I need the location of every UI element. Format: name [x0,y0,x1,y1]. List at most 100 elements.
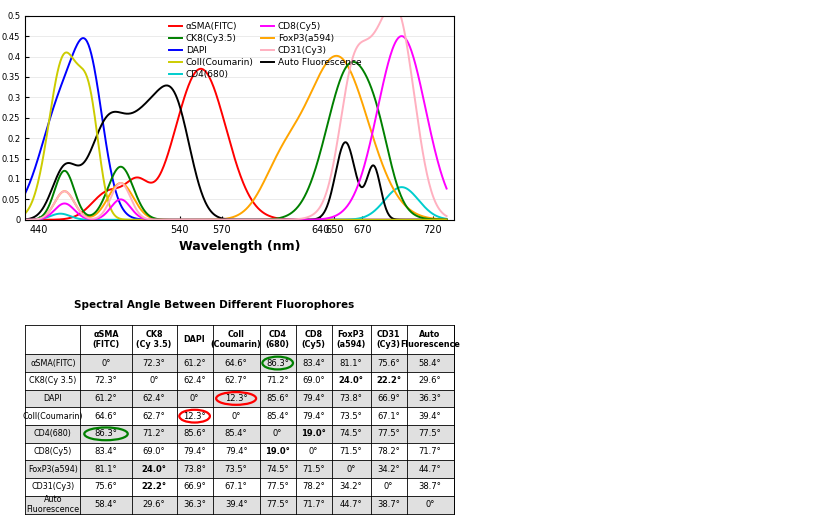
Text: 75.6°: 75.6° [377,358,400,367]
Text: 29.6°: 29.6° [419,376,441,385]
Text: 71.2°: 71.2° [143,429,165,439]
Text: αSMA
(FITC): αSMA (FITC) [92,330,119,350]
Text: 22.2°: 22.2° [141,483,166,492]
Text: 0°: 0° [232,412,241,421]
Text: 85.6°: 85.6° [266,394,289,403]
Text: 71.5°: 71.5° [302,465,325,474]
Text: 39.4°: 39.4° [419,412,441,421]
Text: 19.0°: 19.0° [265,447,290,456]
Legend: αSMA(FITC), CK8(Cy3.5), DAPI, Coll(Coumarin), CD4(680), CD8(Cy5), FoxP3(a594), C: αSMA(FITC), CK8(Cy3.5), DAPI, Coll(Couma… [165,18,365,83]
Text: Auto
Fluorescence: Auto Fluorescence [26,495,80,515]
Text: 44.7°: 44.7° [419,465,441,474]
Text: 81.1°: 81.1° [95,465,118,474]
Text: Auto
Fluorescence: Auto Fluorescence [400,330,460,350]
Text: CK8(Cy 3.5): CK8(Cy 3.5) [29,376,76,385]
Text: CD31(Cy3): CD31(Cy3) [31,483,75,492]
Text: 0°: 0° [102,358,111,367]
Text: 67.1°: 67.1° [225,483,248,492]
Text: 36.3°: 36.3° [418,394,442,403]
Text: 79.4°: 79.4° [302,412,325,421]
Text: 77.5°: 77.5° [266,500,289,509]
Text: 61.2°: 61.2° [183,358,206,367]
Text: 34.2°: 34.2° [377,465,400,474]
Bar [25,390,454,407]
Text: 77.5°: 77.5° [266,483,289,492]
Text: 83.4°: 83.4° [302,358,325,367]
Text: 78.2°: 78.2° [377,447,400,456]
Bar [25,425,454,443]
Text: 85.6°: 85.6° [183,429,206,439]
Text: 0°: 0° [273,429,282,439]
Text: 67.1°: 67.1° [377,412,400,421]
Text: 73.8°: 73.8° [183,465,206,474]
Text: 38.7°: 38.7° [377,500,400,509]
Text: 69.0°: 69.0° [143,447,165,456]
Text: 64.6°: 64.6° [225,358,248,367]
Text: 62.7°: 62.7° [143,412,165,421]
Bar [25,354,454,372]
Text: 77.5°: 77.5° [377,429,400,439]
Text: DAPI: DAPI [184,335,206,344]
Text: 75.6°: 75.6° [95,483,118,492]
Text: 0°: 0° [346,465,356,474]
Text: 83.4°: 83.4° [95,447,118,456]
Text: 72.3°: 72.3° [143,358,165,367]
Bar [25,496,454,514]
Text: 66.9°: 66.9° [183,483,206,492]
Text: 24.0°: 24.0° [142,465,166,474]
Text: 58.4°: 58.4° [95,500,118,509]
Text: 85.4°: 85.4° [225,429,248,439]
Text: 77.5°: 77.5° [418,429,442,439]
Text: 44.7°: 44.7° [340,500,362,509]
Text: 0°: 0° [384,483,393,492]
Text: CK8
(Cy 3.5): CK8 (Cy 3.5) [136,330,171,350]
Text: DAPI: DAPI [44,394,62,403]
Text: CD8(Cy5): CD8(Cy5) [34,447,72,456]
Text: 36.3°: 36.3° [183,500,206,509]
Text: 62.7°: 62.7° [225,376,248,385]
Text: 12.3°: 12.3° [225,394,248,403]
Text: Coll
(Coumarin): Coll (Coumarin) [211,330,261,350]
Text: 64.6°: 64.6° [95,412,118,421]
X-axis label: Wavelength (nm): Wavelength (nm) [179,240,300,253]
Text: 86.3°: 86.3° [95,429,118,439]
Text: 19.0°: 19.0° [302,429,326,439]
Text: 29.6°: 29.6° [143,500,165,509]
Text: 74.5°: 74.5° [340,429,362,439]
Text: 12.3°: 12.3° [183,412,206,421]
Bar [25,461,454,478]
Text: 38.7°: 38.7° [418,483,442,492]
Text: 73.8°: 73.8° [339,394,363,403]
Text: FoxP3
(a594): FoxP3 (a594) [336,330,365,350]
Text: 81.1°: 81.1° [340,358,362,367]
Text: 34.2°: 34.2° [340,483,362,492]
Text: 69.0°: 69.0° [302,376,325,385]
Text: 66.9°: 66.9° [377,394,400,403]
Text: 62.4°: 62.4° [143,394,165,403]
Text: CD4
(680): CD4 (680) [265,330,290,350]
Text: 0°: 0° [425,500,435,509]
Text: FoxP3(a594): FoxP3(a594) [28,465,78,474]
Text: 74.5°: 74.5° [266,465,289,474]
Text: 39.4°: 39.4° [225,500,248,509]
Text: CD4(680): CD4(680) [34,429,71,439]
Text: 71.2°: 71.2° [266,376,289,385]
Text: 0°: 0° [309,447,318,456]
Text: 71.5°: 71.5° [340,447,362,456]
Text: 78.2°: 78.2° [302,483,325,492]
Text: Spectral Angle Between Different Fluorophores: Spectral Angle Between Different Fluorop… [74,300,354,310]
Text: 73.5°: 73.5° [339,412,363,421]
Text: 79.4°: 79.4° [302,394,325,403]
Text: 58.4°: 58.4° [419,358,441,367]
Text: 86.3°: 86.3° [266,358,289,367]
Text: 71.7°: 71.7° [418,447,442,456]
Text: 72.3°: 72.3° [95,376,118,385]
Text: 71.7°: 71.7° [302,500,325,509]
Text: Coll(Coumarin): Coll(Coumarin) [23,412,83,421]
Text: αSMA(FITC): αSMA(FITC) [30,358,76,367]
Text: 73.5°: 73.5° [225,465,248,474]
Text: 79.4°: 79.4° [183,447,206,456]
Text: 61.2°: 61.2° [95,394,118,403]
Text: 22.2°: 22.2° [376,376,402,385]
Text: CD8
(Cy5): CD8 (Cy5) [302,330,326,350]
